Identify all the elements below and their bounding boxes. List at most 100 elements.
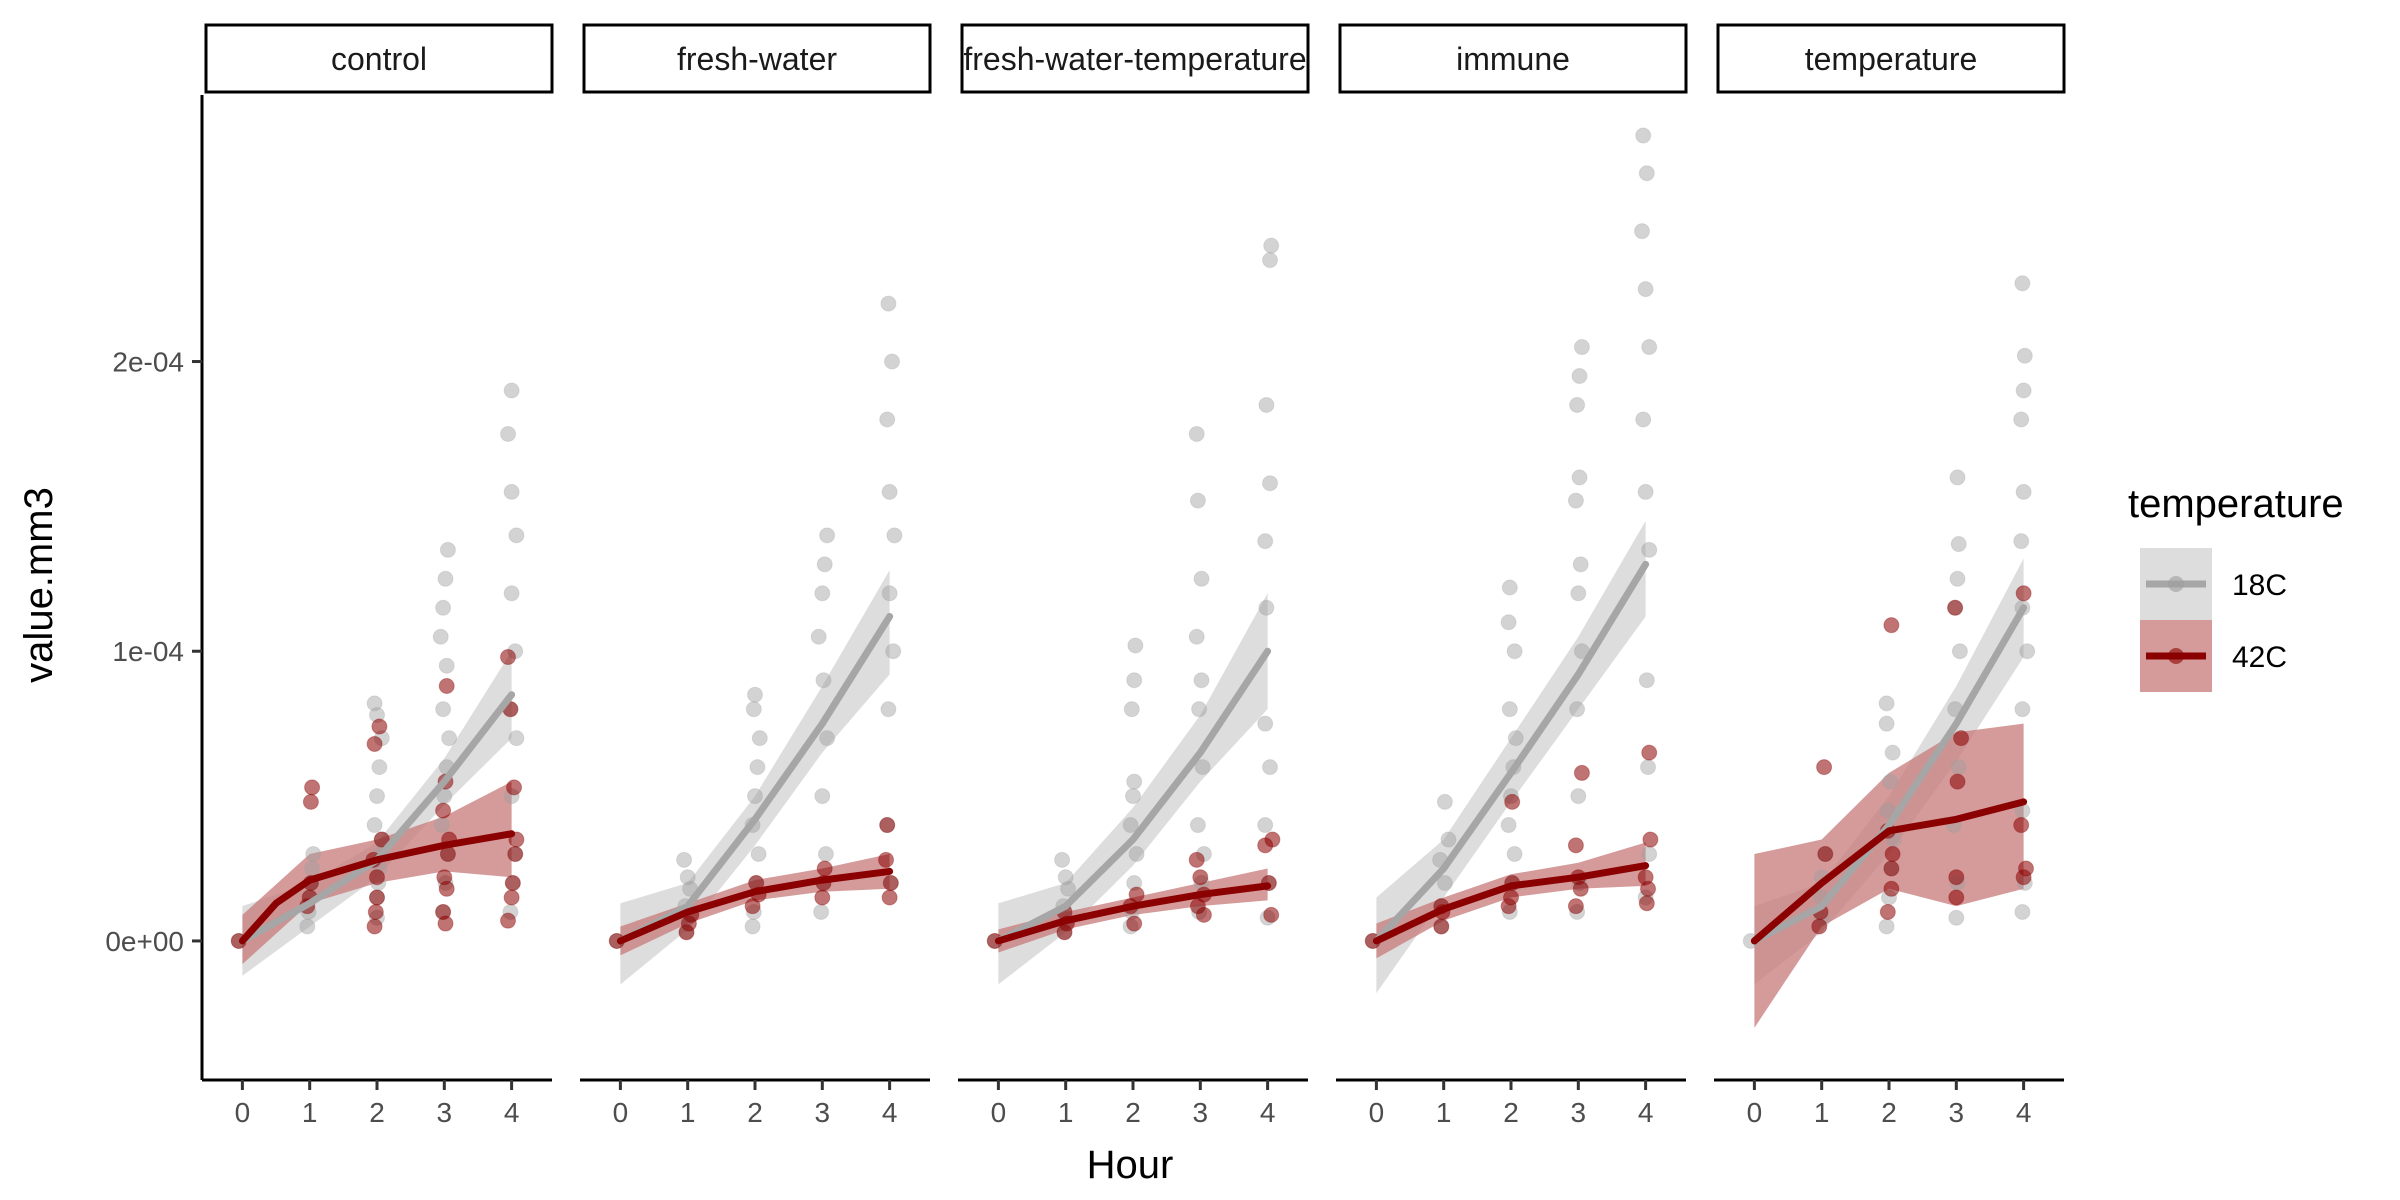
data-point-42C — [1879, 903, 1896, 920]
facet-strip — [1716, 23, 2066, 94]
data-point-18C — [2016, 347, 2033, 364]
facet-strip — [582, 23, 932, 94]
x-tick-label: 0 — [991, 1097, 1007, 1128]
data-point-18C — [1635, 127, 1652, 144]
data-point-42C — [1126, 915, 1143, 932]
data-point-18C — [1637, 281, 1654, 298]
facet-panel-immune: immune 0 1 2 3 4 — [1336, 23, 1688, 1128]
fit-line-18C — [1750, 604, 2028, 945]
data-point-18C — [879, 411, 896, 428]
data-point-18C — [884, 353, 901, 370]
data-point-18C — [1194, 759, 1211, 776]
data-point-18C — [885, 643, 902, 660]
data-point-42C — [1642, 831, 1659, 848]
facet-panel-temperature: temperature 0 1 2 3 4 — [1714, 23, 2066, 1128]
data-point-18C — [881, 585, 898, 602]
data-point-18C — [1951, 643, 1968, 660]
data-point-42C — [369, 869, 385, 886]
data-point-42C — [1567, 837, 1584, 854]
x-tick-label: 4 — [882, 1097, 898, 1128]
data-point-18C — [1193, 672, 1210, 689]
facet-panel-control: control 0 1 2 3 4 — [202, 23, 554, 1128]
data-point-18C — [2014, 903, 2031, 920]
data-point-18C — [1571, 368, 1588, 385]
data-point-18C — [1950, 759, 1967, 776]
x-tick-label: 1 — [302, 1097, 318, 1128]
legend-items: 18C 42C — [2140, 548, 2287, 692]
fit-line-42C — [1372, 862, 1650, 945]
data-point-18C — [508, 730, 525, 747]
plot-area — [986, 237, 1281, 985]
data-point-18C — [1882, 773, 1899, 790]
data-point-18C — [750, 846, 767, 863]
fit-line-42C — [238, 830, 516, 945]
fit-line-18C — [1372, 560, 1650, 945]
data-point-18C — [1262, 759, 1279, 776]
data-point-18C — [2015, 483, 2032, 500]
data-point-18C — [369, 788, 385, 805]
ribbon-18C — [620, 570, 890, 985]
data-point-18C — [1127, 637, 1144, 654]
data-point-18C — [1640, 759, 1657, 776]
data-point-18C — [813, 903, 830, 920]
data-point-42C — [882, 875, 899, 891]
data-point-18C — [1257, 715, 1274, 732]
data-point-42C — [1504, 793, 1521, 810]
data-point-18C — [2013, 533, 2030, 550]
facet-label: temperature — [1805, 41, 1978, 77]
data-point-42C — [1884, 846, 1901, 863]
data-point-18C — [1057, 869, 1074, 886]
x-tick-label: 1 — [1058, 1097, 1074, 1128]
data-point-18C — [751, 730, 768, 747]
data-point-18C — [1567, 492, 1584, 509]
x-tick-label: 4 — [2016, 1097, 2032, 1128]
data-point-18C — [433, 817, 450, 834]
data-point-18C — [1501, 579, 1518, 596]
facet-panel-fresh-water: fresh-water 0 1 2 3 4 — [580, 23, 932, 1128]
data-point-18C — [1572, 556, 1589, 573]
data-point-42C — [1953, 730, 1970, 747]
data-point-42C — [506, 779, 523, 796]
data-point-18C — [880, 295, 897, 312]
data-point-18C — [299, 918, 316, 935]
data-point-18C — [1126, 773, 1143, 790]
data-point-42C — [1503, 889, 1519, 906]
data-point-18C — [676, 851, 693, 868]
ribbon-18C — [998, 593, 1268, 985]
x-tick-label: 4 — [1638, 1097, 1654, 1128]
data-point-18C — [1262, 252, 1279, 269]
data-point-18C — [1641, 846, 1658, 863]
fit-line-18C — [994, 647, 1272, 945]
data-point-18C — [1257, 533, 1274, 550]
x-tick-label: 2 — [369, 1097, 385, 1128]
data-point-18C — [1125, 788, 1141, 805]
fit-line-42C — [994, 882, 1272, 945]
data-point-18C — [1191, 701, 1208, 718]
data-point-18C — [1189, 817, 1206, 834]
data-point-18C — [2014, 701, 2031, 718]
data-point-18C — [1569, 701, 1586, 718]
data-point-18C — [1122, 817, 1139, 834]
x-tick-label: 3 — [1193, 1097, 1209, 1128]
data-point-18C — [1949, 469, 1966, 486]
x-tick-label: 1 — [680, 1097, 696, 1128]
data-point-18C — [679, 869, 696, 886]
data-point-42C — [500, 912, 517, 929]
data-point-42C — [1883, 880, 1900, 897]
x-tick-label: 3 — [1949, 1097, 1965, 1128]
data-point-18C — [819, 527, 836, 544]
data-point-18C — [435, 599, 452, 616]
data-point-18C — [1948, 909, 1965, 926]
data-point-18C — [503, 585, 520, 602]
data-point-18C — [1500, 614, 1517, 631]
data-point-42C — [2013, 817, 2030, 834]
data-point-42C — [881, 889, 898, 906]
data-point-18C — [749, 759, 766, 776]
data-point-42C — [1949, 773, 1966, 790]
data-point-42C — [304, 779, 321, 796]
data-point-42C — [435, 802, 452, 819]
data-point-18C — [1507, 730, 1524, 747]
x-tick-label: 2 — [747, 1097, 763, 1128]
x-tick-label: 3 — [1571, 1097, 1587, 1128]
